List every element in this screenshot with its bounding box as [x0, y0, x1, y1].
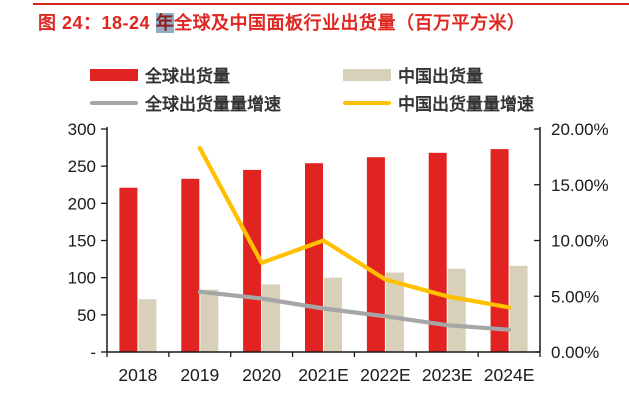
legend-swatch-line-icon: [90, 100, 138, 105]
legend-item-4: 中国出货量量增速: [343, 89, 534, 116]
x-axis-category-label: 2024E: [484, 365, 535, 385]
growth-line-中国出货量量增速: [197, 145, 512, 310]
bar-全球出货量-2024E: [490, 149, 509, 352]
x-axis-category-label: 2022E: [360, 365, 411, 385]
legend-label: 中国出货量量增速: [398, 95, 534, 114]
figure-title-highlighted-text: 年: [155, 13, 175, 33]
right-axis-tick-label: 20.00%: [551, 120, 609, 139]
left-axis-tick-label: 100: [68, 269, 96, 288]
bar-中国出货量-2019: [200, 289, 219, 352]
growth-line-全球出货量量增速: [197, 289, 512, 332]
bar-中国出货量-2024E: [509, 265, 528, 352]
figure-title-suffix: 全球及中国面板行业出货量（百万平方米）: [174, 13, 526, 33]
bar-中国出货量-2021E: [324, 277, 342, 352]
bar-全球出货量-2021E: [305, 163, 323, 352]
bar-全球出货量-2020: [243, 169, 262, 352]
legend-item-2: 中国出货量: [343, 61, 534, 88]
bar-中国出货量-2018: [138, 299, 157, 352]
legend-label: 全球出货量量增速: [145, 95, 281, 114]
right-axis-tick-label: 5.00%: [551, 287, 599, 306]
right-axis-tick-label: 15.00%: [551, 176, 609, 195]
left-axis-tick-label: 250: [68, 157, 96, 176]
legend-swatch-bar-icon: [343, 68, 391, 81]
x-axis-category-label: 2021E: [298, 365, 349, 385]
x-axis-category-label: 2018: [118, 365, 157, 385]
left-axis-tick-label: 200: [68, 194, 96, 213]
bar-中国出货量-2020: [262, 284, 281, 352]
bar-全球出货量-2019: [181, 178, 200, 352]
right-axis-tick-label: 0.00%: [551, 343, 599, 362]
bar-中国出货量-2023E: [447, 268, 466, 352]
x-axis-category-label: 2020: [242, 365, 281, 385]
top-divider-rule: [33, 3, 629, 5]
shipment-combo-chart: 300 250 200 150 100 50 - 20.00% 15.00% 10.00% 5.00…: [68, 120, 609, 385]
bar-全球出货量-2023E: [428, 152, 447, 352]
legend-swatch-line-icon: [343, 100, 391, 105]
x-axis-category-label: 2023E: [422, 365, 473, 385]
x-axis-category-label: 2019: [180, 365, 219, 385]
left-axis-tick-label: 50: [77, 306, 96, 325]
figure-title-prefix: 图 24：18-24: [38, 13, 156, 33]
left-axis-tick-label: 150: [68, 232, 96, 251]
legend-label: 全球出货量: [145, 67, 230, 86]
bar-全球出货量-2022E: [366, 157, 385, 352]
chart-legend: 全球出货量 中国出货量全球出货量量增速 中国出货量量增速: [90, 61, 534, 116]
left-axis-tick-label: 300: [68, 120, 96, 139]
bar-全球出货量-2018: [119, 187, 138, 352]
bar-中国出货量-2022E: [385, 272, 404, 352]
figure-title: 图 24：18-24 年全球及中国面板行业出货量（百万平方米）: [38, 9, 526, 35]
legend-swatch-bar-icon: [90, 68, 138, 81]
legend-label: 中国出货量: [398, 67, 483, 86]
legend-item-1: 全球出货量: [90, 61, 343, 88]
left-axis-tick-label: -: [90, 343, 96, 362]
legend-item-3: 全球出货量量增速: [90, 89, 343, 116]
right-axis-tick-label: 10.00%: [551, 232, 609, 251]
